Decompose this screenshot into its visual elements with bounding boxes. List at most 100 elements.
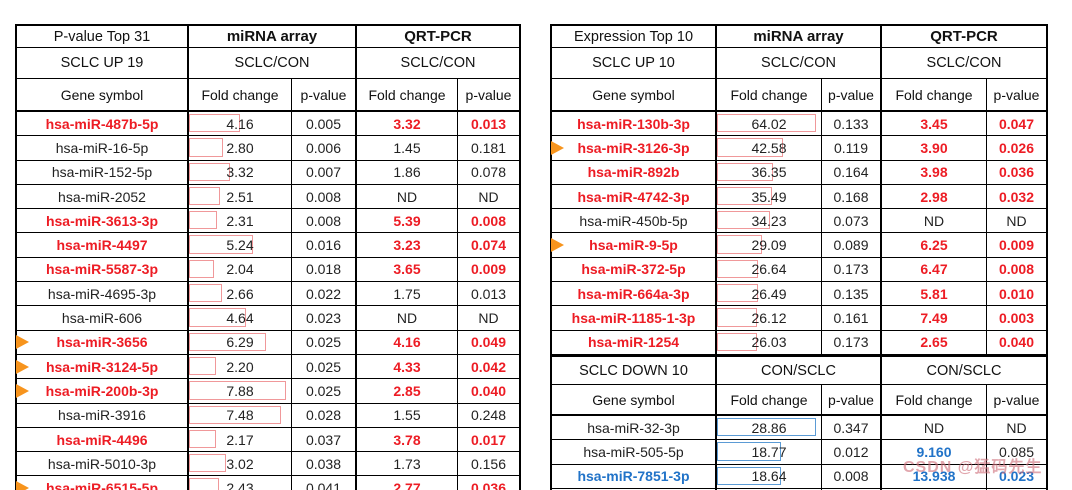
array-fold-change-cell: 26.12 [717,306,822,330]
pcr-fold-change-cell: 9.160 [882,440,987,464]
pcr-pvalue: 0.008 [470,212,507,229]
qrt-pcr-header: QRT-PCR [930,28,998,45]
gene-cell: hsa-miR-372-5p [552,257,717,282]
gene-cell: hsa-miR-152-5p [17,160,189,184]
gene-cell: hsa-miR-1185-1-3p [552,306,717,330]
fold-change-bar [189,114,241,133]
pcr-pvalue-cell: 0.156 [458,452,519,475]
selection-triangle-icon [551,140,564,155]
table-row: hsa-miR-1254 26.03 0.173 2.65 0.040 [552,330,1046,355]
pcr-fold-change-cell: ND [357,184,458,209]
array-pvalue-cell: 0.347 [822,416,882,440]
array-fold-change-cell: 4.16 [189,112,292,136]
pcr-fold-change-cell: 1.75 [357,282,458,306]
pcr-fold-change-value: 1.75 [393,285,421,302]
gene-cell: hsa-miR-505-5p [552,440,717,464]
array-fold-change-value: 4.64 [226,310,254,327]
gene-cell: hsa-miR-2052 [17,184,189,209]
gene-symbol: hsa-miR-16-5p [55,139,149,156]
gene-cell: hsa-miR-487b-5p [17,112,189,136]
array-fold-change-value: 26.03 [751,334,787,351]
gene-symbol: hsa-miR-505-5p [583,443,684,460]
pcr-pvalue: 0.085 [998,443,1035,460]
pcr-pvalue-cell: 0.040 [458,379,519,402]
table-row: hsa-miR-487b-5p 4.16 0.005 3.32 0.013 [17,112,519,137]
pcr-fold-change-cell: 2.65 [882,330,987,354]
fold-change-bar [717,186,772,206]
array-pvalue: 0.073 [833,212,869,229]
array-pvalue-cell: 0.073 [822,209,882,233]
array-pvalue: 0.168 [833,188,869,205]
pcr-fold-change-cell: 7.49 [882,306,987,330]
array-fold-change-value: 6.29 [226,334,254,351]
fold-change-bar [189,235,254,254]
selection-triangle-icon [16,335,29,350]
array-fold-change-cell: 29.09 [717,233,822,257]
array-pvalue: 0.023 [305,310,342,327]
pcr-pvalue-cell: 0.036 [987,161,1046,184]
array-pvalue-cell: 0.168 [822,184,882,209]
fold-change-col-header: Fold change [189,79,292,110]
array-fold-change-value: 2.51 [226,188,254,205]
pcr-pvalue: 0.013 [470,285,507,302]
column-header-row: Gene symbol Fold change p-value Fold cha… [552,385,1046,416]
pcr-fold-change-value: 3.32 [393,115,421,132]
array-fold-change-value: 2.80 [226,139,254,156]
pcr-fold-change-value: 6.47 [920,261,948,278]
fold-change-bar [717,162,774,181]
gene-symbol: hsa-miR-3613-3p [45,212,159,229]
fold-change-bar [717,259,759,279]
array-fold-change-cell: 3.02 [189,452,292,476]
fold-change-bar [717,114,816,133]
fold-change-bar [189,138,224,157]
array-fold-change-value: 35.49 [751,188,787,205]
gene-symbol: hsa-miR-200b-3p [45,382,159,399]
pcr-pvalue: 0.009 [470,261,507,278]
array-pvalue: 0.133 [833,115,869,132]
array-fold-change-value: 18.64 [751,468,787,485]
gene-symbol: hsa-miR-7851-3p [577,468,690,485]
pcr-pvalue-cell: 0.008 [987,258,1046,281]
expression-top10-table: Expression Top 10 miRNA array QRT-PCR SC… [550,24,1048,357]
gene-cell: hsa-miR-7851-3p [552,464,717,488]
array-fold-change-cell: 2.20 [189,354,292,379]
array-fold-change-cell: 7.48 [189,403,292,427]
pcr-pvalue-cell: 0.047 [987,112,1046,135]
table-row: hsa-miR-664a-3p 26.49 0.135 5.81 0.010 [552,282,1046,307]
gene-symbol: hsa-miR-4496 [56,431,148,448]
fold-change-bar [717,138,783,157]
gene-symbol: hsa-miR-32-3p [587,419,680,436]
array-fold-change-cell: 2.80 [189,136,292,160]
gene-cell: hsa-miR-3656 [16,330,189,354]
array-fold-change-cell: 42.58 [717,136,822,160]
array-pvalue-cell: 0.025 [292,354,357,379]
array-fold-change-value: 26.64 [751,261,787,278]
fold-change-bar [189,308,247,327]
array-fold-change-cell: 26.49 [717,282,822,306]
array-pvalue-cell: 0.018 [292,257,357,282]
pcr-pvalue: 0.047 [998,115,1035,132]
pcr-pvalue-cell: 0.009 [987,233,1046,256]
table-row: hsa-miR-1185-1-3p 26.12 0.161 7.49 0.003 [552,306,1046,331]
pcr-pvalue: ND [1006,212,1027,229]
gene-symbol-col-header: Gene symbol [552,79,717,110]
fold-change-bar [189,259,215,279]
pcr-pvalue: 0.026 [998,139,1035,156]
array-pvalue: 0.173 [833,334,869,351]
fold-change-col-header: Fold change [357,79,458,110]
pcr-pvalue: 0.010 [998,285,1035,302]
array-pvalue: 0.037 [305,431,342,448]
csdn-watermark: CSDN @猛码先生 [903,459,1043,476]
table-row: hsa-miR-2052 2.51 0.008 ND ND [17,184,519,210]
table-row: hsa-miR-606 4.64 0.023 ND ND [17,306,519,331]
pcr-pvalue-cell: ND [458,185,519,208]
pcr-fold-change-value: ND [923,419,945,436]
array-pvalue-cell: 0.041 [292,476,357,490]
gene-symbol: hsa-miR-6515-5p [45,480,159,490]
array-fold-change-cell: 2.04 [189,257,292,282]
array-fold-change-cell: 2.17 [189,427,292,452]
ratio-label: SCLC/CON [400,55,476,71]
array-fold-change-value: 3.32 [226,164,254,181]
pcr-fold-change-cell: 3.65 [357,257,458,282]
